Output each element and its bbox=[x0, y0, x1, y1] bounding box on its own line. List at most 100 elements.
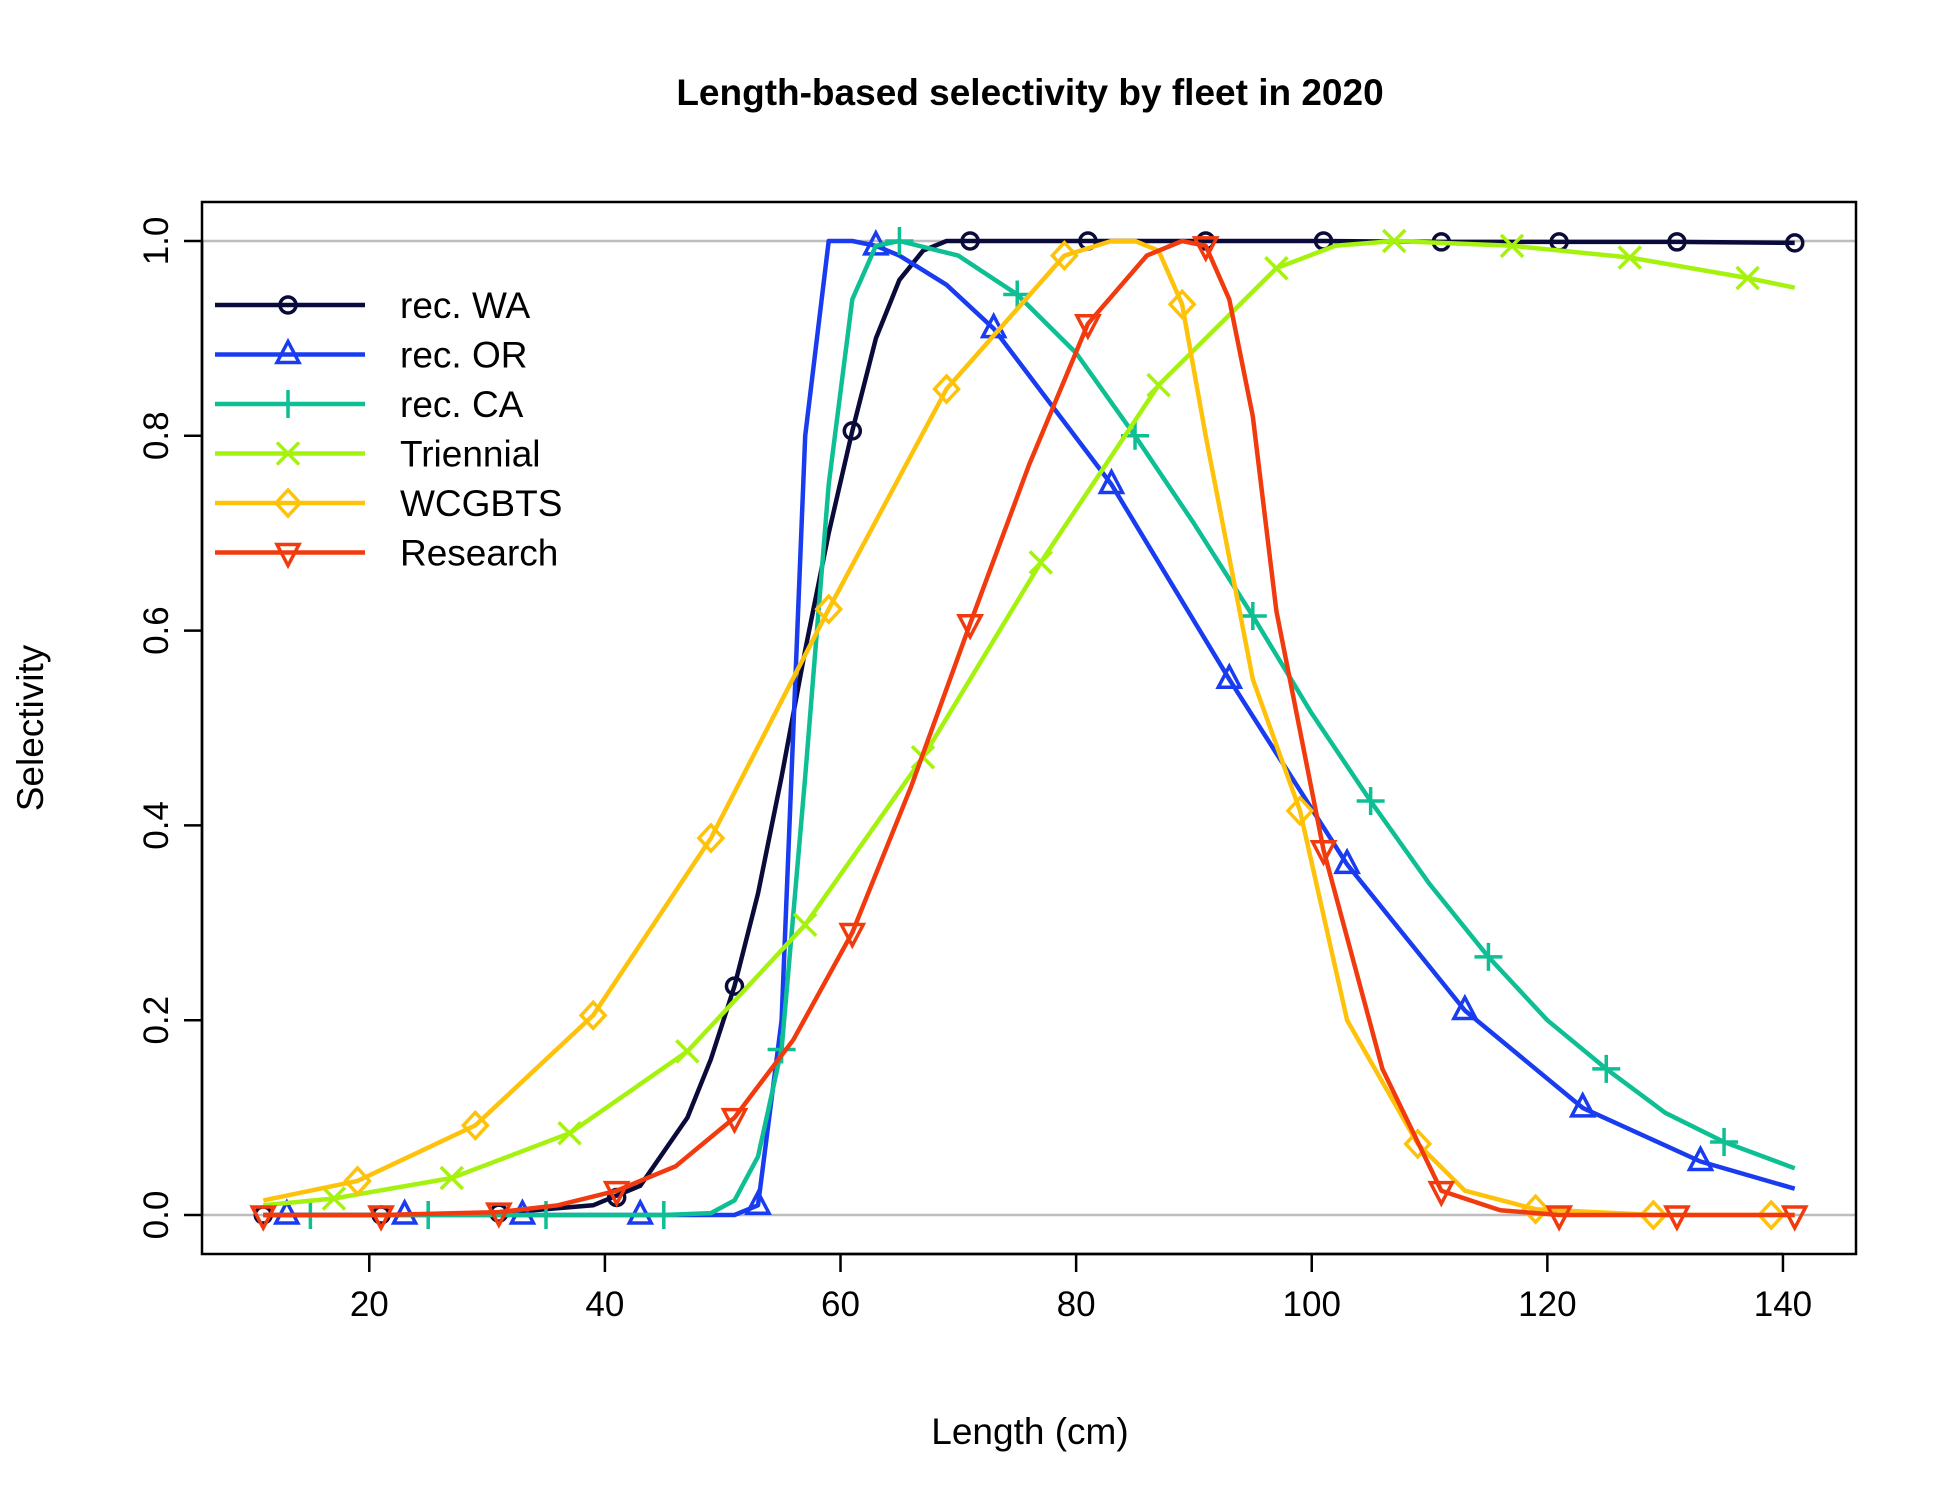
data-point bbox=[792, 912, 818, 938]
data-point bbox=[1238, 601, 1267, 630]
x-tick-label: 80 bbox=[1057, 1285, 1096, 1324]
data-point bbox=[272, 1198, 301, 1225]
legend-item: Research bbox=[215, 533, 558, 574]
data-point bbox=[842, 421, 863, 441]
data-point bbox=[814, 593, 844, 625]
legend-item: rec. OR bbox=[215, 335, 527, 376]
data-point bbox=[626, 1198, 655, 1225]
data-point bbox=[1663, 1205, 1691, 1232]
data-point bbox=[557, 1120, 582, 1146]
data-point bbox=[1403, 1128, 1433, 1160]
data-point bbox=[1499, 233, 1525, 259]
data-point bbox=[744, 1188, 772, 1216]
legend-marker bbox=[275, 441, 301, 466]
legend-label: rec. WA bbox=[400, 285, 531, 326]
data-point bbox=[1667, 232, 1687, 252]
x-axis-label: Length (cm) bbox=[931, 1411, 1128, 1452]
data-point bbox=[1191, 236, 1220, 263]
data-point bbox=[1784, 233, 1805, 253]
legend-marker bbox=[273, 487, 303, 519]
data-point bbox=[1756, 1199, 1786, 1231]
legend-marker bbox=[274, 542, 302, 570]
data-point bbox=[1617, 245, 1643, 270]
legend-item: Triennial bbox=[215, 434, 541, 475]
data-point bbox=[885, 226, 914, 255]
legend-marker bbox=[278, 295, 298, 315]
data-point bbox=[960, 231, 980, 251]
data-point bbox=[720, 1107, 749, 1135]
series-line bbox=[263, 238, 1796, 1208]
data-point bbox=[1215, 662, 1244, 690]
data-point bbox=[696, 822, 726, 854]
data-point bbox=[649, 1201, 678, 1230]
data-point bbox=[1710, 1127, 1739, 1156]
legend-item: rec. WA bbox=[215, 285, 531, 326]
legend-item: WCGBTS bbox=[215, 483, 562, 524]
x-tick-label: 120 bbox=[1518, 1285, 1576, 1324]
data-point bbox=[343, 1165, 372, 1197]
legend-item: rec. CA bbox=[215, 384, 524, 425]
data-point bbox=[1356, 787, 1385, 816]
data-point bbox=[675, 1039, 700, 1064]
legend-marker bbox=[274, 337, 302, 365]
data-point bbox=[724, 976, 745, 996]
y-tick-label: 0.6 bbox=[137, 606, 176, 655]
data-point bbox=[1167, 288, 1197, 320]
data-point bbox=[1686, 1144, 1715, 1172]
x-tick-label: 100 bbox=[1283, 1285, 1341, 1324]
y-tick-label: 0.8 bbox=[137, 411, 176, 460]
data-point bbox=[1450, 993, 1479, 1021]
chart-title: Length-based selectivity by fleet in 202… bbox=[676, 72, 1383, 113]
series-rec-wa bbox=[253, 231, 1805, 1225]
data-point bbox=[1097, 467, 1126, 495]
data-point bbox=[1309, 840, 1338, 867]
legend-label: rec. OR bbox=[400, 335, 527, 376]
data-point bbox=[367, 1205, 395, 1232]
data-point bbox=[439, 1165, 464, 1191]
data-point bbox=[249, 1205, 278, 1232]
data-point bbox=[1003, 280, 1032, 309]
data-point bbox=[1381, 228, 1407, 254]
data-point bbox=[1592, 1054, 1621, 1083]
data-point bbox=[956, 614, 984, 641]
series-rec-or bbox=[272, 229, 1796, 1225]
data-point bbox=[838, 922, 867, 950]
y-tick-label: 0.4 bbox=[137, 801, 176, 850]
data-point bbox=[1333, 847, 1361, 875]
series-research bbox=[249, 236, 1809, 1232]
data-point bbox=[1146, 372, 1171, 398]
series-rec-ca bbox=[296, 226, 1796, 1230]
data-point bbox=[1028, 550, 1054, 575]
series-line bbox=[310, 238, 1796, 1218]
data-point bbox=[460, 1109, 490, 1142]
data-point bbox=[321, 1186, 347, 1211]
data-point bbox=[1474, 942, 1503, 971]
data-point bbox=[484, 1202, 513, 1229]
data-point bbox=[1264, 255, 1289, 281]
series-line bbox=[262, 238, 1795, 1218]
y-tick-label: 1.0 bbox=[137, 217, 176, 266]
legend-marker bbox=[274, 390, 302, 418]
data-point bbox=[1074, 314, 1102, 341]
data-point bbox=[932, 373, 961, 405]
legend-label: rec. CA bbox=[400, 384, 524, 425]
data-point bbox=[1780, 1205, 1809, 1232]
data-point bbox=[1545, 1205, 1574, 1232]
series-line bbox=[263, 238, 1795, 1218]
data-point bbox=[1568, 1091, 1597, 1118]
legend-label: Triennial bbox=[400, 434, 541, 475]
legend: rec. WA rec. OR rec. CA Triennial WCGBTS Rese… bbox=[215, 285, 562, 574]
x-tick-label: 20 bbox=[350, 1285, 389, 1324]
data-point bbox=[1427, 1180, 1456, 1208]
x-tick-label: 140 bbox=[1754, 1285, 1812, 1324]
series-wcgbts bbox=[262, 238, 1795, 1231]
x-tick-label: 60 bbox=[821, 1285, 860, 1324]
axes: 20 40 60 80 100 120 140 0.0 0.2 0.4 0.6 0.8 1.0 bbox=[137, 217, 1812, 1324]
legend-label: WCGBTS bbox=[400, 483, 562, 524]
data-point bbox=[1638, 1199, 1668, 1231]
legend-label: Research bbox=[400, 533, 558, 574]
data-point bbox=[1285, 795, 1315, 827]
data-point bbox=[1521, 1193, 1550, 1225]
y-tick-label: 0.2 bbox=[137, 996, 176, 1045]
